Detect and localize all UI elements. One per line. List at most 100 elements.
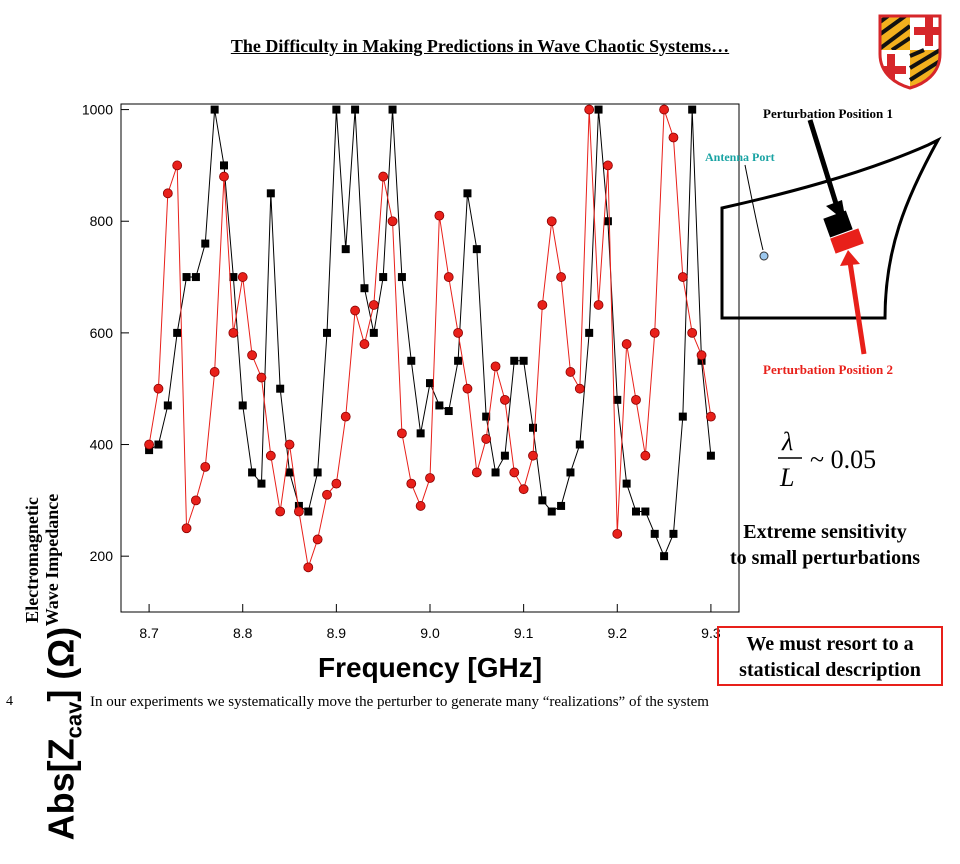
data-point [574,383,585,394]
data-point [387,216,398,227]
y-axis-label: Abs[Zcav] (Ω) [40,626,87,841]
x-axis: 8.7 8.8 8.9 9.0 9.1 9.2 9.3 [139,604,721,641]
data-point [528,450,538,461]
x-tick-label: 9.3 [701,625,721,641]
cavity-outline [720,136,942,320]
data-point [519,356,528,365]
series-line [148,109,712,568]
antenna-port [759,251,769,261]
data-point [444,407,453,416]
data-point [500,394,510,405]
antenna-port-label: Antenna Port [705,150,775,164]
data-point [491,468,500,477]
data-point [631,394,641,405]
data-point [482,412,491,421]
data-point [688,105,697,114]
data-point [284,439,295,450]
data-point [322,489,332,500]
data-point [172,160,183,171]
data-point [406,478,417,489]
data-point [556,272,566,282]
data-point [641,507,650,516]
data-point [369,328,378,337]
data-point [510,356,519,365]
data-point [649,327,660,338]
data-point [585,328,594,337]
data-point [182,273,191,282]
data-point [210,105,219,114]
data-point [425,473,435,483]
data-point [229,273,238,282]
data-point [257,479,266,488]
data-point [584,104,595,115]
data-point [154,440,163,449]
data-point [304,507,313,516]
data-point [360,284,369,293]
data-point [351,105,360,114]
y-tick-label: 400 [90,437,114,453]
data-point [173,328,182,337]
data-point [706,411,716,422]
data-point [153,383,164,394]
slide-title: The Difficulty in Making Predictions in … [230,36,730,56]
data-point [340,411,351,422]
formula-numerator: λ [781,427,793,456]
data-point [407,356,416,365]
pos2-arrow [847,261,867,355]
data-point [220,161,228,170]
data-point [650,529,659,538]
data-point [397,428,407,439]
data-point [181,523,192,534]
data-point [443,272,454,282]
x-axis-label: Frequency [GHz] [318,652,543,683]
data-point [341,245,350,254]
data-point [237,272,248,282]
y-tick-label: 600 [90,325,114,341]
data-point [145,446,154,455]
data-point [219,171,229,182]
data-point [454,356,463,365]
data-point [537,300,548,310]
impedance-chart: 200 400 600 800 1000 8.7 8.8 8.9 9.0 9.1 9.2 9.3 [82,102,740,641]
data-point [200,461,211,472]
series-1 [144,104,716,573]
perturbation-position-1-label: Perturbation Position 1 [763,106,893,121]
data-point [669,529,678,538]
data-point [266,189,275,198]
data-point [660,552,669,561]
data-point [265,450,276,461]
data-point [256,372,267,383]
maryland-logo [878,14,942,90]
statistical-description-box: We must resort to a statistical descript… [717,626,943,686]
antenna-pointer [744,164,764,251]
data-point [697,356,706,365]
data-point [435,401,444,410]
page-number: 4 [6,694,13,709]
data-point [687,327,698,338]
data-point [323,328,331,337]
pos1-arrow [807,119,841,211]
data-point [397,273,406,282]
data-point [350,305,360,316]
data-point [547,507,556,516]
data-point [275,506,286,517]
series-layer [144,104,716,573]
data-point [678,412,687,421]
data-point [462,383,473,394]
data-point [500,451,509,460]
x-tick-label: 9.2 [608,625,628,641]
data-point [566,468,575,477]
data-point [163,401,172,410]
data-point [379,273,388,282]
data-point [191,273,200,282]
data-point [565,367,576,377]
plot-frame [120,103,740,613]
perturber-pos1 [823,210,853,238]
data-point [453,327,463,338]
data-point [546,216,557,227]
data-point [594,105,603,114]
y-tick-label: 200 [90,548,114,564]
data-point [238,401,247,410]
data-point [303,562,314,573]
y-tick-label: 800 [90,213,114,229]
